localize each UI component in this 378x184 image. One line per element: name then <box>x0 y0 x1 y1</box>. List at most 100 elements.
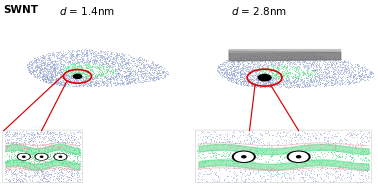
Point <box>239 75 245 78</box>
Point <box>92 75 98 77</box>
Point <box>103 62 109 65</box>
Point <box>52 154 58 157</box>
Point <box>151 71 157 74</box>
Point <box>158 73 164 76</box>
Point <box>68 179 74 182</box>
Point <box>256 72 262 75</box>
Point <box>51 158 57 160</box>
Point <box>99 65 105 68</box>
Point <box>52 148 58 151</box>
Point <box>149 67 155 70</box>
Point <box>287 85 293 88</box>
Point <box>81 48 87 51</box>
Point <box>199 179 205 182</box>
Point <box>5 132 11 135</box>
Point <box>99 70 105 73</box>
Point <box>249 75 256 78</box>
Point <box>36 58 42 61</box>
Point <box>59 55 65 58</box>
Point <box>304 62 310 65</box>
Point <box>275 72 281 75</box>
Point <box>59 151 65 154</box>
Point <box>298 79 304 82</box>
Point <box>249 144 255 147</box>
Point <box>314 165 320 168</box>
Point <box>83 70 89 73</box>
Point <box>113 74 119 77</box>
Point <box>286 51 292 54</box>
Point <box>75 140 81 143</box>
Point <box>354 75 360 78</box>
Point <box>334 81 340 84</box>
Point <box>136 66 143 68</box>
Point <box>280 130 286 133</box>
Point <box>264 74 270 77</box>
Point <box>276 141 282 144</box>
Point <box>305 84 311 87</box>
Point <box>58 68 64 70</box>
Point <box>247 76 253 79</box>
Point <box>273 72 279 75</box>
Point <box>36 72 42 75</box>
Point <box>73 78 79 81</box>
Point <box>242 141 248 144</box>
Point <box>239 80 245 83</box>
Point <box>307 144 313 147</box>
Point <box>51 73 57 76</box>
Point <box>215 64 221 67</box>
Circle shape <box>59 156 62 157</box>
Point <box>198 163 204 166</box>
Point <box>135 58 141 61</box>
Point <box>232 82 239 85</box>
Point <box>64 138 70 141</box>
Point <box>263 160 270 163</box>
Point <box>68 54 74 57</box>
Point <box>292 78 298 81</box>
Point <box>338 79 344 82</box>
Point <box>103 71 109 74</box>
Point <box>12 173 18 176</box>
Point <box>241 83 247 86</box>
Point <box>251 56 257 59</box>
Point <box>366 74 372 77</box>
Point <box>286 85 292 88</box>
Point <box>68 172 74 175</box>
Point <box>301 58 307 61</box>
Point <box>64 71 70 74</box>
Point <box>349 170 355 173</box>
Point <box>59 171 65 174</box>
Point <box>64 179 70 182</box>
Point <box>8 156 14 159</box>
Point <box>296 85 302 88</box>
Point <box>281 52 287 55</box>
Point <box>228 72 234 75</box>
Point <box>305 136 311 139</box>
Point <box>366 159 372 162</box>
Point <box>67 79 73 82</box>
Point <box>256 76 262 79</box>
Point <box>24 147 30 150</box>
Point <box>143 77 149 80</box>
Point <box>102 58 108 61</box>
Point <box>86 78 92 81</box>
Point <box>240 130 246 133</box>
Point <box>60 138 66 141</box>
Point <box>208 141 214 144</box>
Point <box>254 81 260 84</box>
Point <box>26 158 32 161</box>
Point <box>252 162 258 164</box>
Point <box>315 169 321 172</box>
Point <box>46 154 53 157</box>
Point <box>42 160 48 163</box>
Point <box>238 155 244 158</box>
Point <box>87 78 93 81</box>
Point <box>305 84 311 87</box>
Point <box>243 75 249 78</box>
Point <box>225 72 231 75</box>
Point <box>114 81 120 84</box>
Point <box>76 141 82 144</box>
Point <box>54 141 60 144</box>
Point <box>315 54 321 57</box>
Point <box>85 62 91 65</box>
Point <box>197 135 203 138</box>
